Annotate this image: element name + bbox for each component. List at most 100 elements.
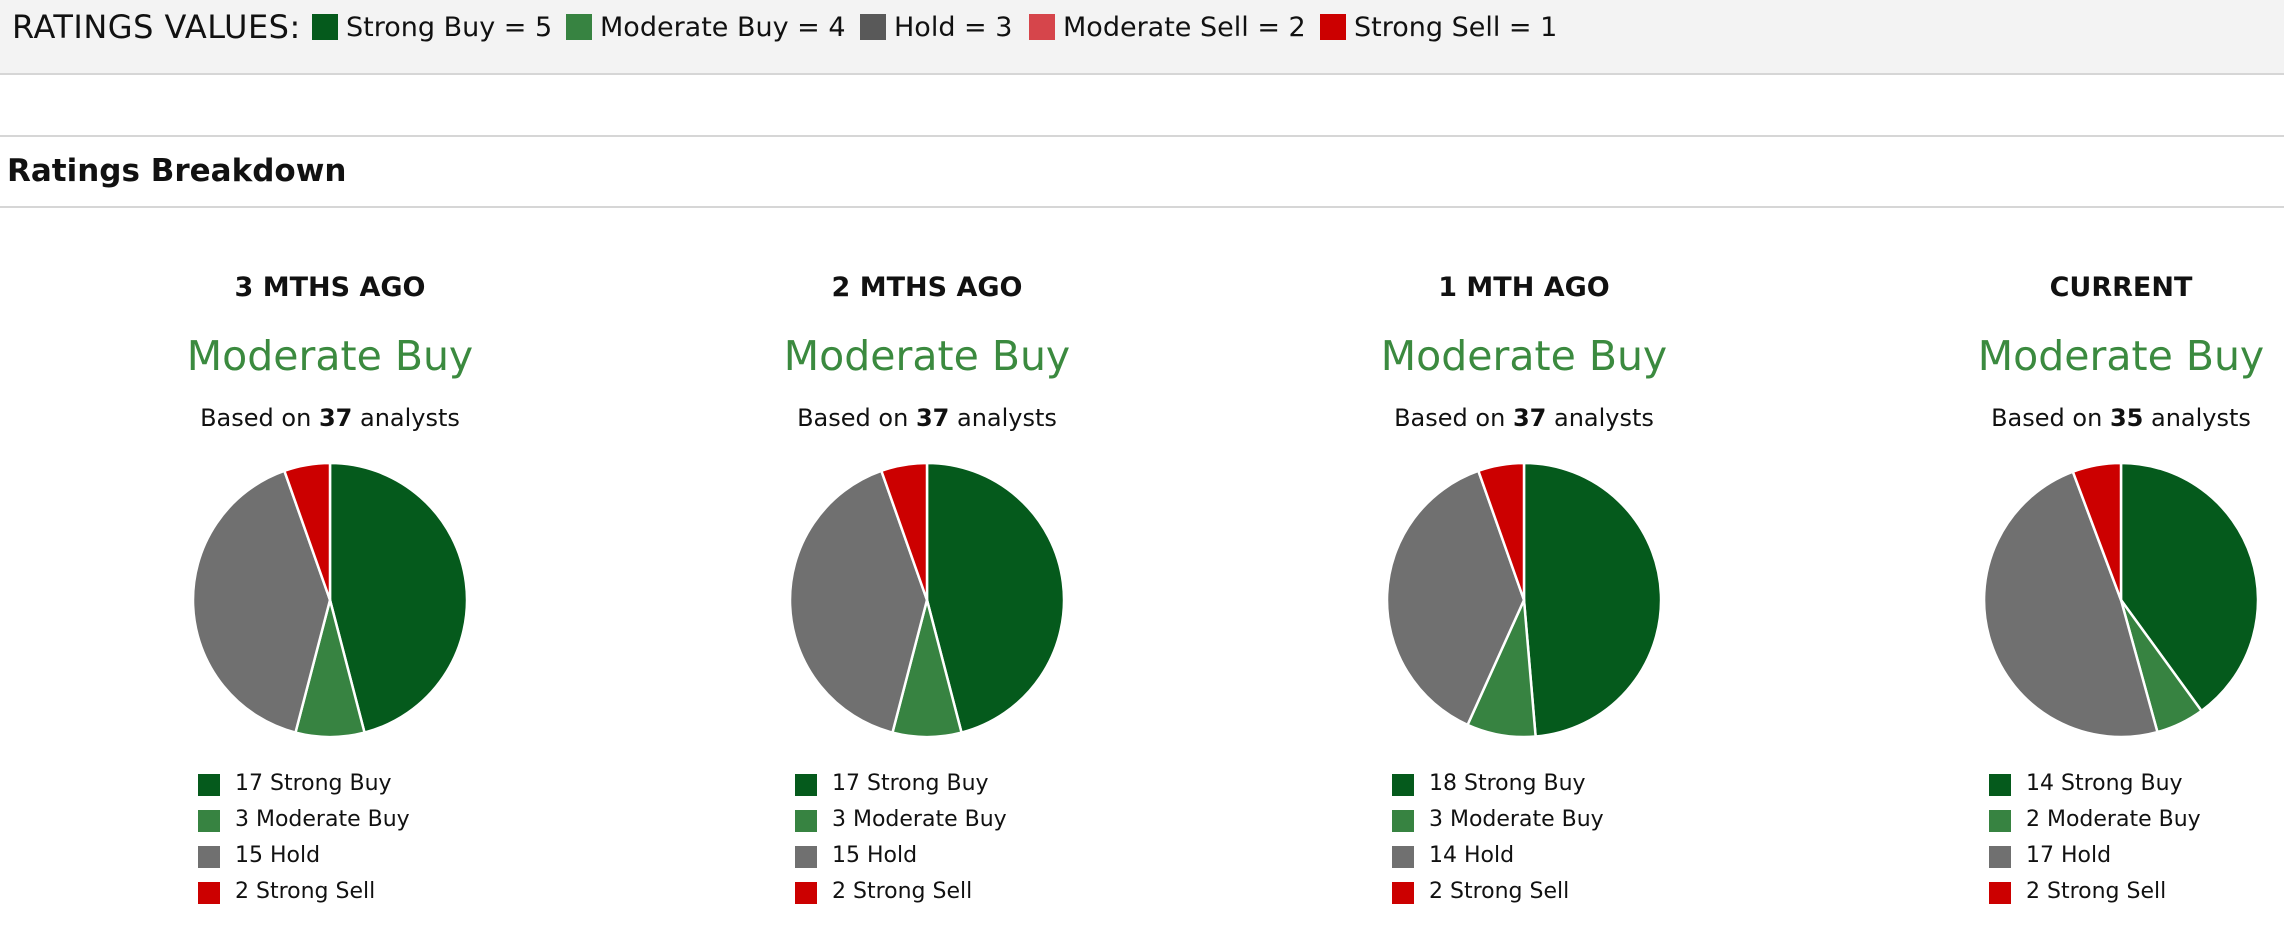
legend-swatch — [1989, 846, 2011, 868]
pie-legend-item: 2 Strong Sell — [795, 878, 1055, 914]
analysts-count: 37 — [318, 404, 353, 432]
legend-swatch — [198, 774, 220, 796]
pie-slice-strong-sell[interactable] — [880, 461, 929, 602]
section-title: Ratings Breakdown — [7, 153, 347, 189]
pie-legend-item: 17 Hold — [1989, 842, 2249, 878]
legend-swatch — [860, 14, 886, 40]
pie-legend: 17 Strong Buy 3 Moderate Buy 15 Hold 2 Stro… — [795, 770, 1055, 914]
consensus-rating: Moderate Buy — [186, 332, 474, 380]
pie-legend-item: 3 Moderate Buy — [795, 806, 1055, 842]
analyst-count-line: Based on 35 analysts — [1891, 404, 2284, 432]
pie-legend-label: 15 Hold — [235, 843, 321, 868]
legend-label: Strong Buy = 5 — [346, 12, 553, 43]
legend-swatch — [312, 14, 338, 40]
consensus-rating: Moderate Buy — [1380, 332, 1668, 380]
ratings-pie-chart — [1982, 461, 2260, 739]
pie-legend: 17 Strong Buy 3 Moderate Buy 15 Hold 2 Stro… — [198, 770, 458, 914]
pie-slice-strong-sell[interactable] — [1477, 461, 1526, 602]
analysts-suffix: analysts — [2150, 404, 2251, 432]
pie-legend-item: 18 Strong Buy — [1392, 770, 1652, 806]
pie-legend-label: 3 Moderate Buy — [832, 807, 1007, 832]
analyst-count-line: Based on 37 analysts — [100, 404, 560, 432]
period-panel: 3 MTHS AGO Moderate Buy Based on 37 analys… — [100, 260, 560, 928]
ratings-pie-chart — [191, 461, 469, 739]
pie-slice-strong-buy[interactable] — [328, 461, 469, 734]
analysts-prefix: Based on — [797, 404, 909, 432]
pie-legend-item: 2 Moderate Buy — [1989, 806, 2249, 842]
analyst-count-line: Based on 37 analysts — [1294, 404, 1754, 432]
legend-swatch — [198, 846, 220, 868]
legend-swatch — [198, 810, 220, 832]
pie-legend-label: 2 Strong Sell — [1429, 879, 1570, 904]
pie-legend-label: 2 Strong Sell — [235, 879, 376, 904]
analysts-suffix: analysts — [1553, 404, 1654, 432]
ratings-values-bar: RATINGS VALUES: Strong Buy = 5 Moderate B… — [0, 0, 2284, 75]
period-panel: 2 MTHS AGO Moderate Buy Based on 37 analys… — [697, 260, 1157, 928]
legend-swatch — [1029, 14, 1055, 40]
pie-legend-item: 3 Moderate Buy — [1392, 806, 1652, 842]
legend-swatch — [1989, 774, 2011, 796]
pie-slice-strong-sell[interactable] — [2071, 461, 2123, 602]
pie-legend-label: 17 Strong Buy — [832, 771, 989, 796]
pie-slice-strong-sell[interactable] — [283, 461, 332, 602]
period-title: 1 MTH AGO — [1438, 272, 1610, 303]
pie-legend-item: 15 Hold — [795, 842, 1055, 878]
legend-swatch — [1320, 14, 1346, 40]
analysts-count: 35 — [2109, 404, 2144, 432]
legend-label: Strong Sell = 1 — [1354, 12, 1558, 43]
legend-swatch — [198, 882, 220, 904]
pie-slice-strong-buy[interactable] — [2119, 461, 2260, 713]
legend-swatch — [795, 882, 817, 904]
pie-legend-label: 14 Hold — [1429, 843, 1515, 868]
legend-swatch — [795, 846, 817, 868]
consensus-rating: Moderate Buy — [783, 332, 1071, 380]
pie-slice-hold[interactable] — [1385, 469, 1526, 727]
pie-legend-label: 2 Strong Sell — [832, 879, 973, 904]
legend-label: Hold = 3 — [894, 12, 1013, 43]
ratings-pie-chart — [788, 461, 1066, 739]
period-title: 3 MTHS AGO — [234, 272, 426, 303]
pie-legend-label: 2 Strong Sell — [2026, 879, 2167, 904]
pie-legend-item: 2 Strong Sell — [1392, 878, 1652, 914]
pie-legend: 18 Strong Buy 3 Moderate Buy 14 Hold 2 Stro… — [1392, 770, 1652, 914]
analyst-count-line: Based on 37 analysts — [697, 404, 1157, 432]
pie-legend-label: 15 Hold — [832, 843, 918, 868]
pie-legend: 14 Strong Buy 2 Moderate Buy 17 Hold 2 Stro… — [1989, 770, 2249, 914]
pie-legend-label: 3 Moderate Buy — [1429, 807, 1604, 832]
analysts-prefix: Based on — [200, 404, 312, 432]
pie-legend-item: 2 Strong Sell — [1989, 878, 2249, 914]
legend-swatch — [1392, 810, 1414, 832]
legend-swatch — [795, 774, 817, 796]
pie-legend-label: 17 Hold — [2026, 843, 2112, 868]
legend-swatch — [1392, 882, 1414, 904]
analysts-count: 37 — [915, 404, 950, 432]
analysts-count: 37 — [1512, 404, 1547, 432]
divider — [0, 206, 2284, 208]
pie-slice-hold[interactable] — [1982, 470, 2159, 739]
pie-slice-hold[interactable] — [788, 469, 929, 734]
pie-legend-label: 18 Strong Buy — [1429, 771, 1586, 796]
legend-swatch — [1989, 810, 2011, 832]
legend-label: Moderate Buy = 4 — [600, 12, 846, 43]
legend-swatch — [1989, 882, 2011, 904]
pie-legend-item: 17 Strong Buy — [795, 770, 1055, 806]
pie-slice-hold[interactable] — [191, 469, 332, 734]
pie-legend-label: 17 Strong Buy — [235, 771, 392, 796]
pie-legend-item: 3 Moderate Buy — [198, 806, 458, 842]
legend-swatch — [566, 14, 592, 40]
analysts-suffix: analysts — [956, 404, 1057, 432]
period-panel: 1 MTH AGO Moderate Buy Based on 37 analyst… — [1294, 260, 1754, 928]
period-title: CURRENT — [2049, 272, 2193, 303]
pie-slice-strong-buy[interactable] — [1522, 461, 1663, 738]
analysts-prefix: Based on — [1394, 404, 1506, 432]
period-panel: CURRENT Moderate Buy Based on 35 analysts 1… — [1891, 260, 2284, 928]
pie-legend-label: 2 Moderate Buy — [2026, 807, 2201, 832]
divider — [0, 135, 2284, 137]
ratings-values-title: RATINGS VALUES: — [12, 8, 301, 46]
pie-legend-label: 14 Strong Buy — [2026, 771, 2183, 796]
legend-label: Moderate Sell = 2 — [1063, 12, 1306, 43]
pie-legend-item: 14 Hold — [1392, 842, 1652, 878]
pie-slice-strong-buy[interactable] — [925, 461, 1066, 734]
ratings-pie-chart — [1385, 461, 1663, 739]
pie-legend-label: 3 Moderate Buy — [235, 807, 410, 832]
